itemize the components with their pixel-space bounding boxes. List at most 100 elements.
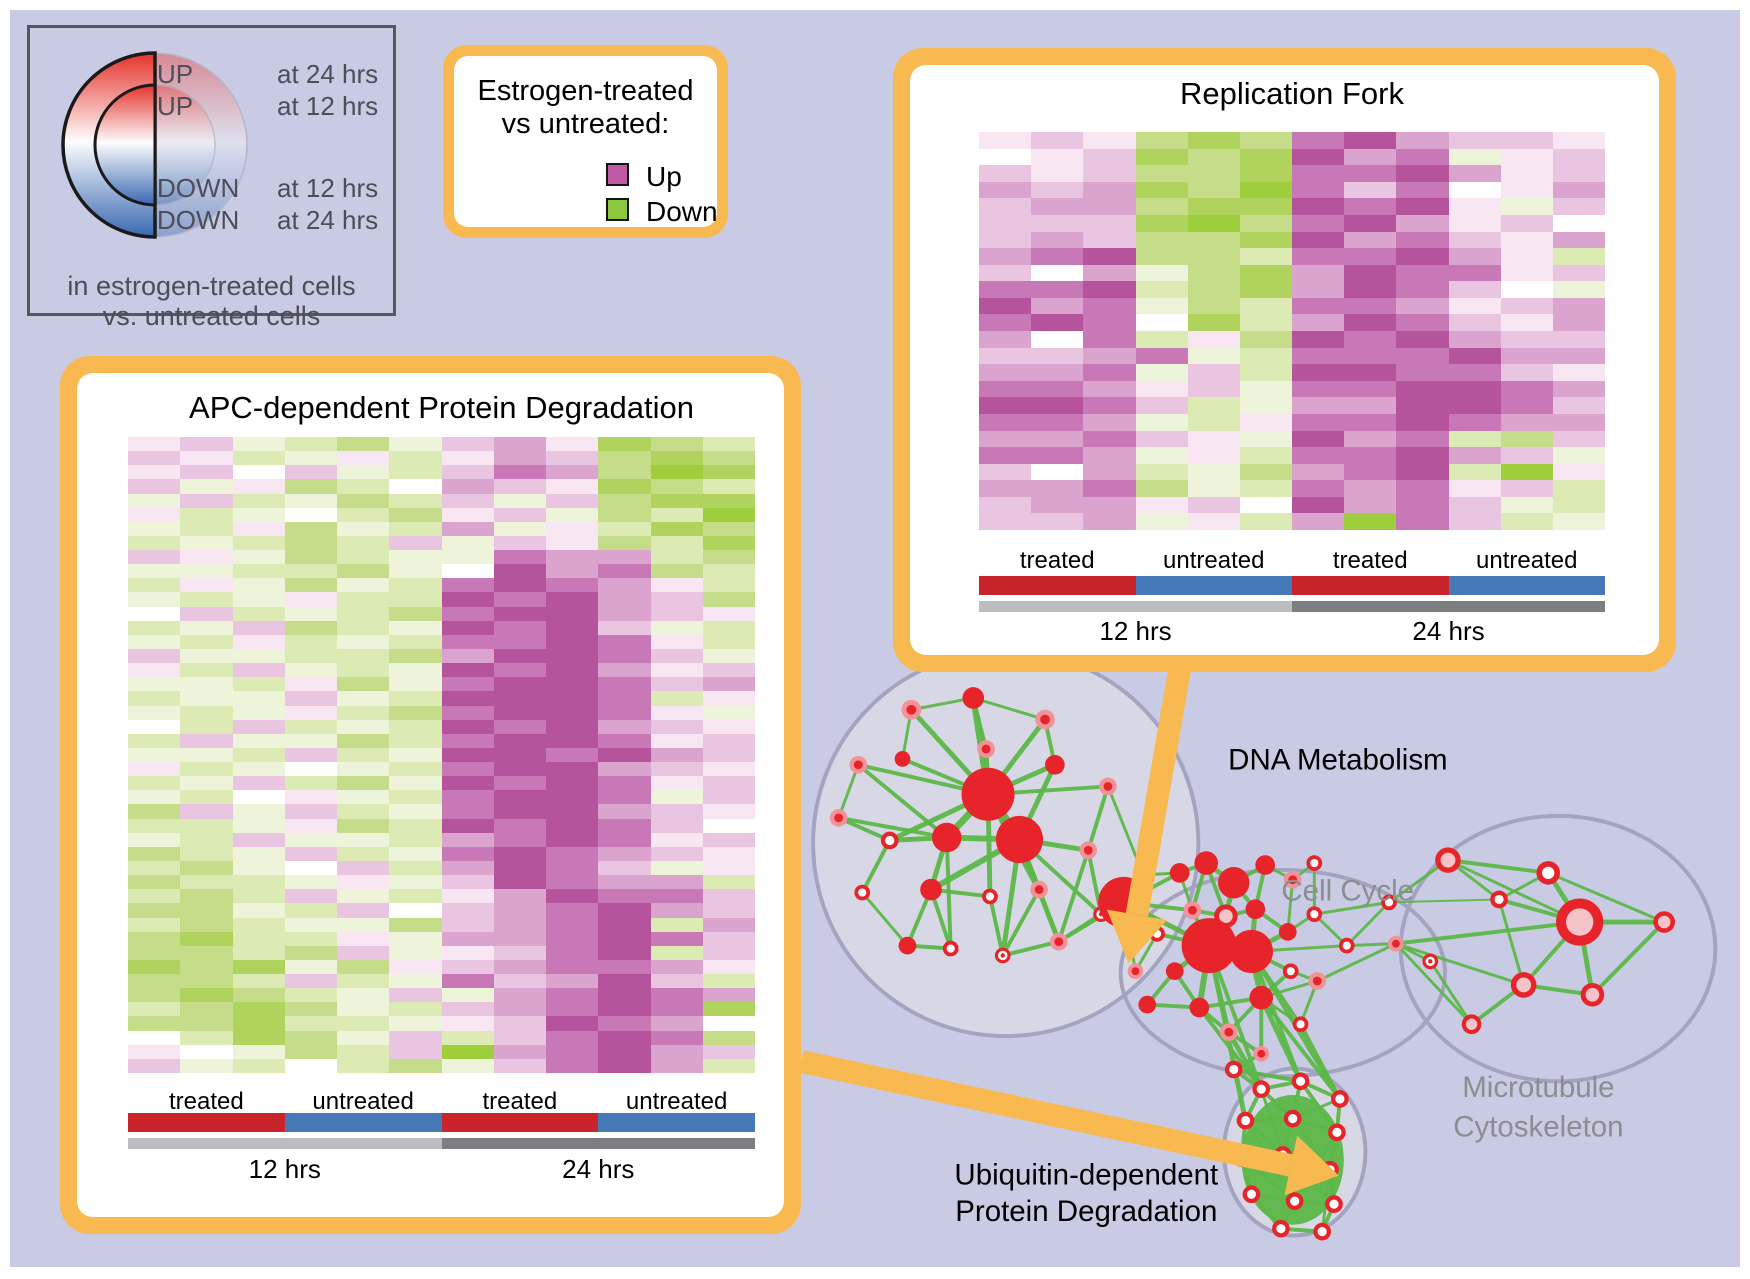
heatmap-cell xyxy=(702,1016,755,1031)
heatmap-cell xyxy=(1552,132,1605,149)
heatmap-cell xyxy=(979,165,1032,182)
heatmap-cell xyxy=(1344,430,1397,448)
heatmap-cell xyxy=(128,1002,181,1017)
network-edge xyxy=(972,696,1046,721)
heatmap-cell xyxy=(650,1058,703,1073)
heatmap-cell xyxy=(598,860,651,876)
heatmap-cell xyxy=(493,733,546,748)
heatmap-cell xyxy=(180,776,233,791)
heatmap-cell xyxy=(1292,447,1345,464)
heatmap-cell xyxy=(1187,430,1240,448)
heatmap-cell xyxy=(1292,380,1345,398)
network-edge xyxy=(944,837,953,949)
heatmap-cell xyxy=(441,592,494,607)
heatmap-cell xyxy=(1083,132,1136,149)
heatmap-cell xyxy=(1239,380,1292,398)
heatmap-cell xyxy=(284,1044,337,1059)
heatmap-cell xyxy=(232,1030,285,1045)
heatmap-cell xyxy=(232,790,285,805)
heatmap-cell xyxy=(979,264,1032,282)
heatmap-cell xyxy=(1083,231,1136,249)
network-edge xyxy=(837,816,891,843)
heatmap-cell xyxy=(546,564,599,579)
heatmap-cell xyxy=(702,1044,755,1059)
heatmap-cell xyxy=(1500,281,1553,298)
heatmap-cell xyxy=(1292,513,1345,530)
heatmap-cell xyxy=(1552,480,1605,497)
heatmap-cell xyxy=(598,451,651,466)
heatmap-cell xyxy=(389,959,442,975)
heatmap-cell xyxy=(598,1058,651,1073)
heatmap-cell xyxy=(493,691,546,706)
heatmap-cell xyxy=(546,959,599,975)
heatmap-cell xyxy=(389,465,442,480)
heatmap-cell xyxy=(1187,181,1240,199)
network-node xyxy=(1103,781,1113,791)
heatmap-cell xyxy=(180,988,233,1003)
heatmap-cell xyxy=(180,691,233,706)
heatmap-cell xyxy=(1292,132,1345,149)
heatmap-cell xyxy=(284,917,337,932)
heatmap-cell xyxy=(1135,281,1188,298)
heatmap-cell xyxy=(1448,165,1501,182)
heatmap-cell xyxy=(1083,264,1136,282)
heatmap-cell xyxy=(1031,447,1084,464)
rf-group-labels: treated untreated treated untreated xyxy=(979,547,1605,576)
heatmap-cell xyxy=(441,860,494,876)
heatmap-cell xyxy=(1083,447,1136,464)
heatmap-cell xyxy=(128,917,181,932)
heatmap-cell xyxy=(1187,364,1240,381)
heatmap-cell xyxy=(337,606,390,621)
down-outer-time: at 24 hrs xyxy=(277,205,379,235)
heatmap-cell xyxy=(180,747,233,763)
heatmap-cell xyxy=(650,804,703,819)
heatmap-cell xyxy=(180,1058,233,1073)
heatmap-cell xyxy=(337,578,390,593)
network-node xyxy=(1440,852,1456,868)
heatmap-cell xyxy=(598,1030,651,1045)
time-bar-24 xyxy=(1292,601,1605,612)
heatmap-cell xyxy=(232,465,285,480)
heatmap-cell xyxy=(337,846,390,861)
heatmap-cell xyxy=(1552,248,1605,265)
heatmap-cell xyxy=(493,875,546,890)
network-node xyxy=(1585,987,1600,1002)
heatmap-cell xyxy=(337,974,390,989)
heatmap-cell xyxy=(1083,331,1136,348)
heatmap-cell xyxy=(232,1044,285,1059)
heatmap-cell xyxy=(979,148,1032,166)
heatmap-cell xyxy=(1083,281,1136,298)
heatmap-cell xyxy=(232,592,285,607)
network-edge xyxy=(1388,898,1500,904)
heatmap-cell xyxy=(1396,463,1449,481)
heatmap-cell xyxy=(337,465,390,480)
heatmap-cell xyxy=(493,931,546,946)
heatmap-cell xyxy=(979,513,1032,530)
network-node xyxy=(1138,995,1157,1014)
network-edge xyxy=(860,839,892,894)
heatmap-cell xyxy=(441,846,494,861)
network-node xyxy=(1494,894,1504,905)
heatmap-cell xyxy=(1239,132,1292,149)
heatmap-cell xyxy=(441,1002,494,1017)
heatmap-cell xyxy=(702,691,755,706)
network-node xyxy=(1317,1227,1327,1237)
network-edge xyxy=(1249,950,1303,1082)
heatmap-cell xyxy=(232,860,285,876)
heatmap-cell xyxy=(702,931,755,946)
heatmap-cell xyxy=(284,1058,337,1073)
heatmap-cell xyxy=(337,733,390,748)
heatmap-cell xyxy=(598,846,651,861)
heatmap-cell xyxy=(1083,463,1136,481)
heatmap-cell xyxy=(232,1016,285,1031)
heatmap-cell xyxy=(180,1044,233,1059)
heatmap-cell xyxy=(650,818,703,833)
heatmap-cell xyxy=(598,648,651,664)
heatmap-cell xyxy=(128,550,181,565)
heatmap-cell xyxy=(232,875,285,890)
heatmap-cell xyxy=(284,818,337,833)
heatmap-cell xyxy=(1396,347,1449,365)
untreated-bar xyxy=(598,1113,755,1132)
heatmap-cell xyxy=(702,606,755,621)
heatmap-cell xyxy=(284,521,337,536)
